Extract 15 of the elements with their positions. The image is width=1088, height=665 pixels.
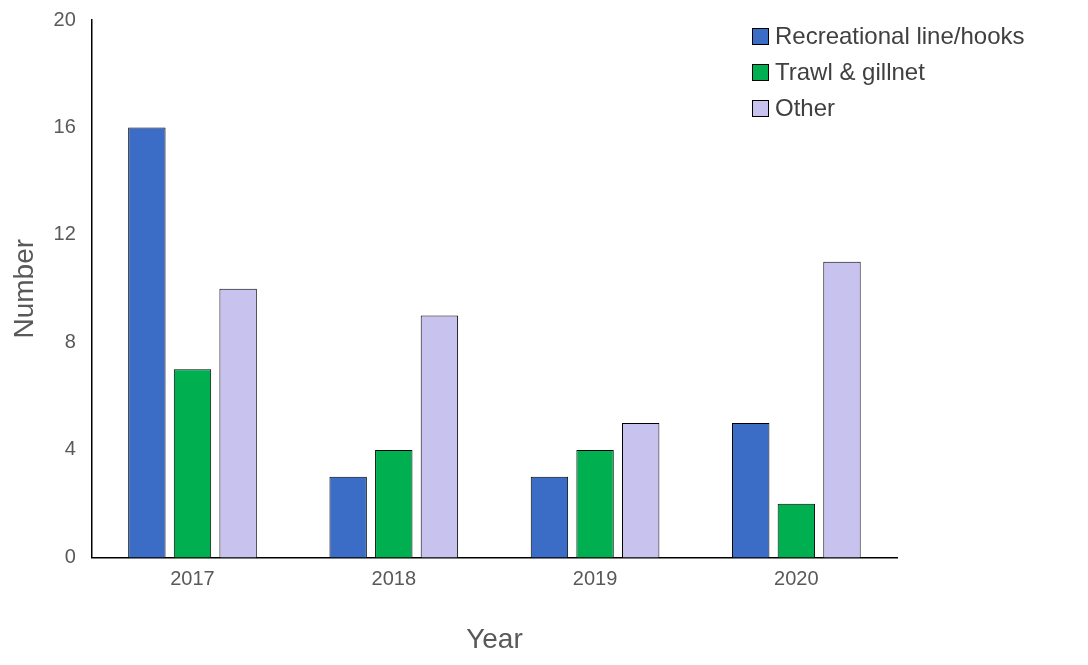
x-tick-label: 2018 [371,566,417,589]
x-tick-label: 2017 [170,566,215,589]
x-tick-label: 2019 [572,566,618,589]
y-axis-title: Number [7,238,39,339]
y-tick-label: 4 [64,437,76,460]
legend-label: Other [775,94,836,122]
legend-label: Trawl & gillnet [775,58,925,86]
y-tick-label: 20 [53,7,76,30]
y-tick-label: 8 [64,329,76,352]
x-axis-title: Year [466,622,523,654]
y-tick-label: 16 [53,115,76,137]
x-tick-label: 2020 [774,566,819,589]
y-tick-label: 12 [53,222,76,245]
legend-label: Recreational line/hooks [775,22,1025,50]
y-tick-label: 0 [64,544,76,567]
